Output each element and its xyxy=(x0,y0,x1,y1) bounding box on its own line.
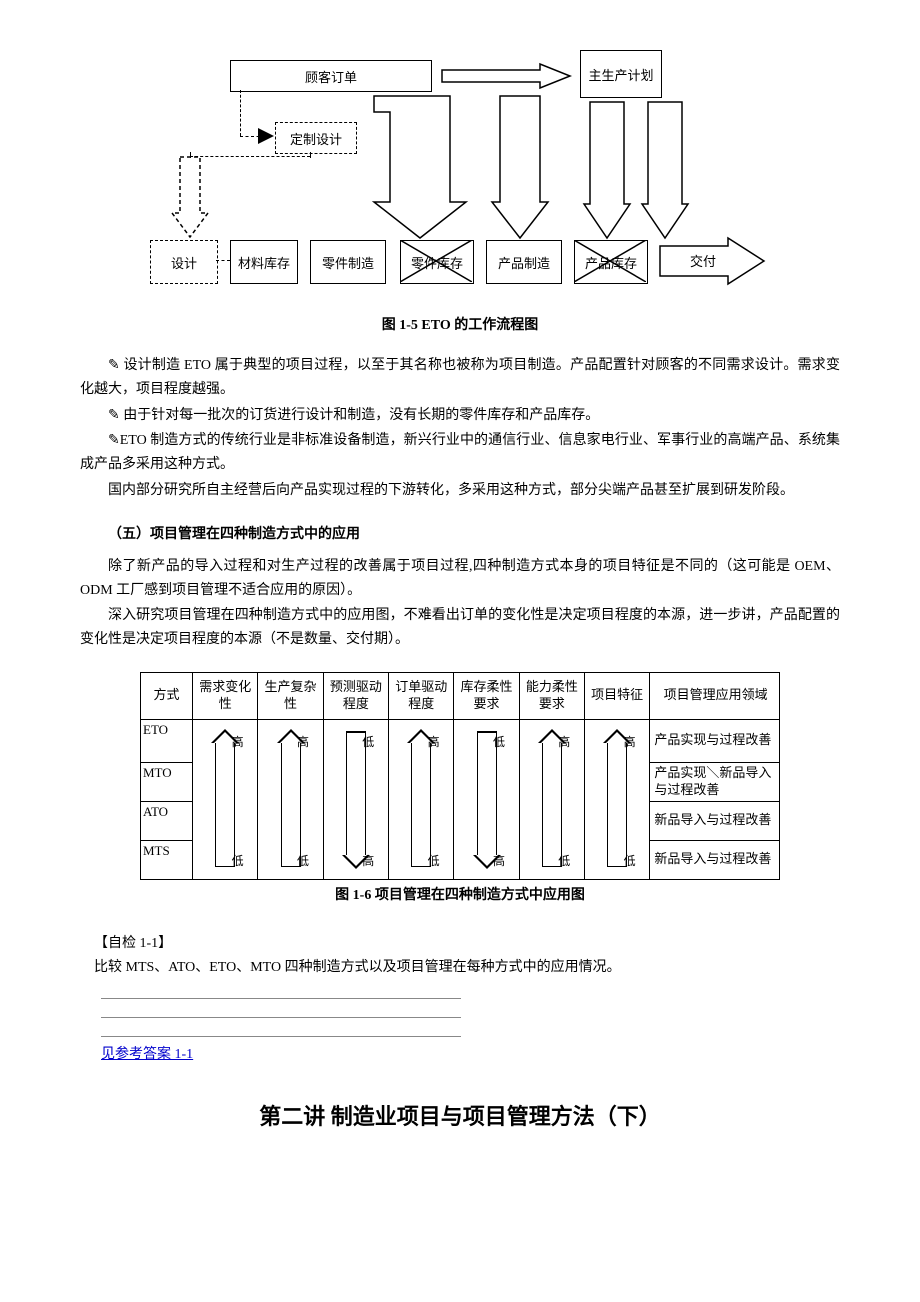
arrow-label-bottom: 低 xyxy=(624,852,636,869)
td-method: MTS xyxy=(141,840,193,879)
arrow-body xyxy=(607,743,627,867)
bullet-icon: ✎ xyxy=(108,408,120,423)
th: 库存柔性要求 xyxy=(454,672,519,719)
arrow-label-bottom: 低 xyxy=(558,852,570,869)
delivery-label: 交付 xyxy=(690,254,716,269)
figure-1-5: 顾客订单 主生产计划 定制设计 xyxy=(80,60,840,334)
td-app: 产品实现＼新品导入与过程改善 xyxy=(650,762,780,801)
arrow-label-bottom: 高 xyxy=(493,852,505,869)
table-header-row: 方式 需求变化性 生产复杂性 预测驱动程度 订单驱动程度 库存柔性要求 能力柔性… xyxy=(141,672,780,719)
arrow-down-icon xyxy=(582,98,632,242)
paragraph: 除了新产品的导入过程和对生产过程的改善属于项目过程,四种制造方式本身的项目特征是… xyxy=(80,555,840,603)
text: 由于针对每一批次的订货进行设计和制造，没有长期的零件库存和产品库存。 xyxy=(123,408,599,423)
node-part-stock: 零件库存 xyxy=(400,240,474,284)
node-master-plan: 主生产计划 xyxy=(580,50,662,98)
node-product-mfg: 产品制造 xyxy=(486,240,562,284)
node-delivery-arrow: 交付 xyxy=(658,236,768,286)
arrow-label-top: 高 xyxy=(297,733,309,750)
th: 预测驱动程度 xyxy=(323,672,388,719)
comparison-table: 方式 需求变化性 生产复杂性 预测驱动程度 订单驱动程度 库存柔性要求 能力柔性… xyxy=(140,672,780,880)
arrow-down-icon xyxy=(370,92,470,242)
connector-dashed xyxy=(240,90,241,136)
figure-1-6: 方式 需求变化性 生产复杂性 预测驱动程度 订单驱动程度 库存柔性要求 能力柔性… xyxy=(80,672,840,904)
arrow-label-top: 高 xyxy=(624,733,636,750)
bullet-icon: ✎ xyxy=(108,358,120,373)
arrow-label-top: 低 xyxy=(362,733,374,750)
td-app: 产品实现与过程改善 xyxy=(650,719,780,762)
selfcheck-title: 【自检 1-1】 xyxy=(80,932,840,952)
answer-link[interactable]: 见参考答案 1-1 xyxy=(101,1043,193,1063)
connector-dashed xyxy=(216,260,230,261)
node-product-stock: 产品库存 xyxy=(574,240,648,284)
arrow-label-bottom: 低 xyxy=(297,852,309,869)
th: 项目管理应用领域 xyxy=(650,672,780,719)
td-method: MTO xyxy=(141,762,193,801)
text: 设计制造 ETO 属于典型的项目过程，以至于其名称也被称为项目制造。产品配置针对… xyxy=(80,358,840,397)
td-arrow: 低 高 xyxy=(454,719,519,879)
section-5-title: （五）项目管理在四种制造方式中的应用 xyxy=(80,523,840,543)
td-arrow: 高 低 xyxy=(585,719,650,879)
arrow-down-dashed-icon xyxy=(170,155,210,240)
blank-line xyxy=(101,980,461,999)
arrow-label-top: 高 xyxy=(232,733,244,750)
arrow-label-bottom: 低 xyxy=(232,852,244,869)
table-row: ETO 高 低 高 低 xyxy=(141,719,780,762)
text: ETO 制造方式的传统行业是非标准设备制造，新兴行业中的通信行业、信息家电行业、… xyxy=(80,433,840,472)
td-method: ATO xyxy=(141,801,193,840)
arrow-icon xyxy=(440,62,580,90)
td-arrow: 高 低 xyxy=(519,719,584,879)
th: 订单驱动程度 xyxy=(389,672,454,719)
arrow-body xyxy=(411,743,431,867)
paragraph: ✎ 设计制造 ETO 属于典型的项目过程，以至于其名称也被称为项目制造。产品配置… xyxy=(80,354,840,402)
th: 生产复杂性 xyxy=(258,672,323,719)
node-part-mfg: 零件制造 xyxy=(310,240,386,284)
node-design: 设计 xyxy=(150,240,218,284)
arrow-label-top: 高 xyxy=(558,733,570,750)
td-arrow: 高 低 xyxy=(389,719,454,879)
figure-1-6-caption: 图 1-6 项目管理在四种制造方式中应用图 xyxy=(80,884,840,904)
chapter-title: 第二讲 制造业项目与项目管理方法（下） xyxy=(80,1099,840,1131)
td-arrow: 高 低 xyxy=(193,719,258,879)
arrow-body xyxy=(542,743,562,867)
paragraph: ✎ 由于针对每一批次的订货进行设计和制造，没有长期的零件库存和产品库存。 xyxy=(80,404,840,428)
connector-dashed xyxy=(190,156,310,157)
paragraph: 国内部分研究所自主经营后向产品实现过程的下游转化，多采用这种方式，部分尖端产品甚… xyxy=(80,479,840,503)
td-arrow: 高 低 xyxy=(258,719,323,879)
arrow-label-bottom: 低 xyxy=(428,852,440,869)
blank-line xyxy=(101,1018,461,1037)
arrow-label-top: 低 xyxy=(493,733,505,750)
arrow-body xyxy=(215,743,235,867)
page: 顾客订单 主生产计划 定制设计 xyxy=(0,0,920,1171)
selfcheck-body: 比较 MTS、ATO、ETO、MTO 四种制造方式以及项目管理在每种方式中的应用… xyxy=(80,956,840,980)
node-material-stock: 材料库存 xyxy=(230,240,298,284)
arrow-head-icon xyxy=(258,128,276,144)
th: 需求变化性 xyxy=(193,672,258,719)
node-custom-design: 定制设计 xyxy=(275,122,357,154)
th-method: 方式 xyxy=(141,672,193,719)
node-customer-order: 顾客订单 xyxy=(230,60,432,92)
arrow-body xyxy=(281,743,301,867)
paragraph: ✎ETO 制造方式的传统行业是非标准设备制造，新兴行业中的通信行业、信息家电行业… xyxy=(80,429,840,477)
figure-1-5-caption: 图 1-5 ETO 的工作流程图 xyxy=(80,314,840,334)
blank-line xyxy=(101,999,461,1018)
td-arrow: 低 高 xyxy=(323,719,388,879)
arrow-label-top: 高 xyxy=(428,733,440,750)
connector-dashed xyxy=(310,152,311,158)
connector-dashed xyxy=(190,152,191,158)
paragraph: 深入研究项目管理在四种制造方式中的应用图，不难看出订单的变化性是决定项目程度的本… xyxy=(80,604,840,652)
td-method: ETO xyxy=(141,719,193,762)
td-app: 新品导入与过程改善 xyxy=(650,801,780,840)
th: 能力柔性要求 xyxy=(519,672,584,719)
th: 项目特征 xyxy=(585,672,650,719)
arrow-down-icon xyxy=(640,98,690,242)
arrow-down-icon xyxy=(490,92,550,242)
flowchart-eto: 顾客订单 主生产计划 定制设计 xyxy=(150,60,770,310)
bullet-icon: ✎ xyxy=(108,433,120,448)
arrow-label-bottom: 高 xyxy=(362,852,374,869)
td-app: 新品导入与过程改善 xyxy=(650,840,780,879)
